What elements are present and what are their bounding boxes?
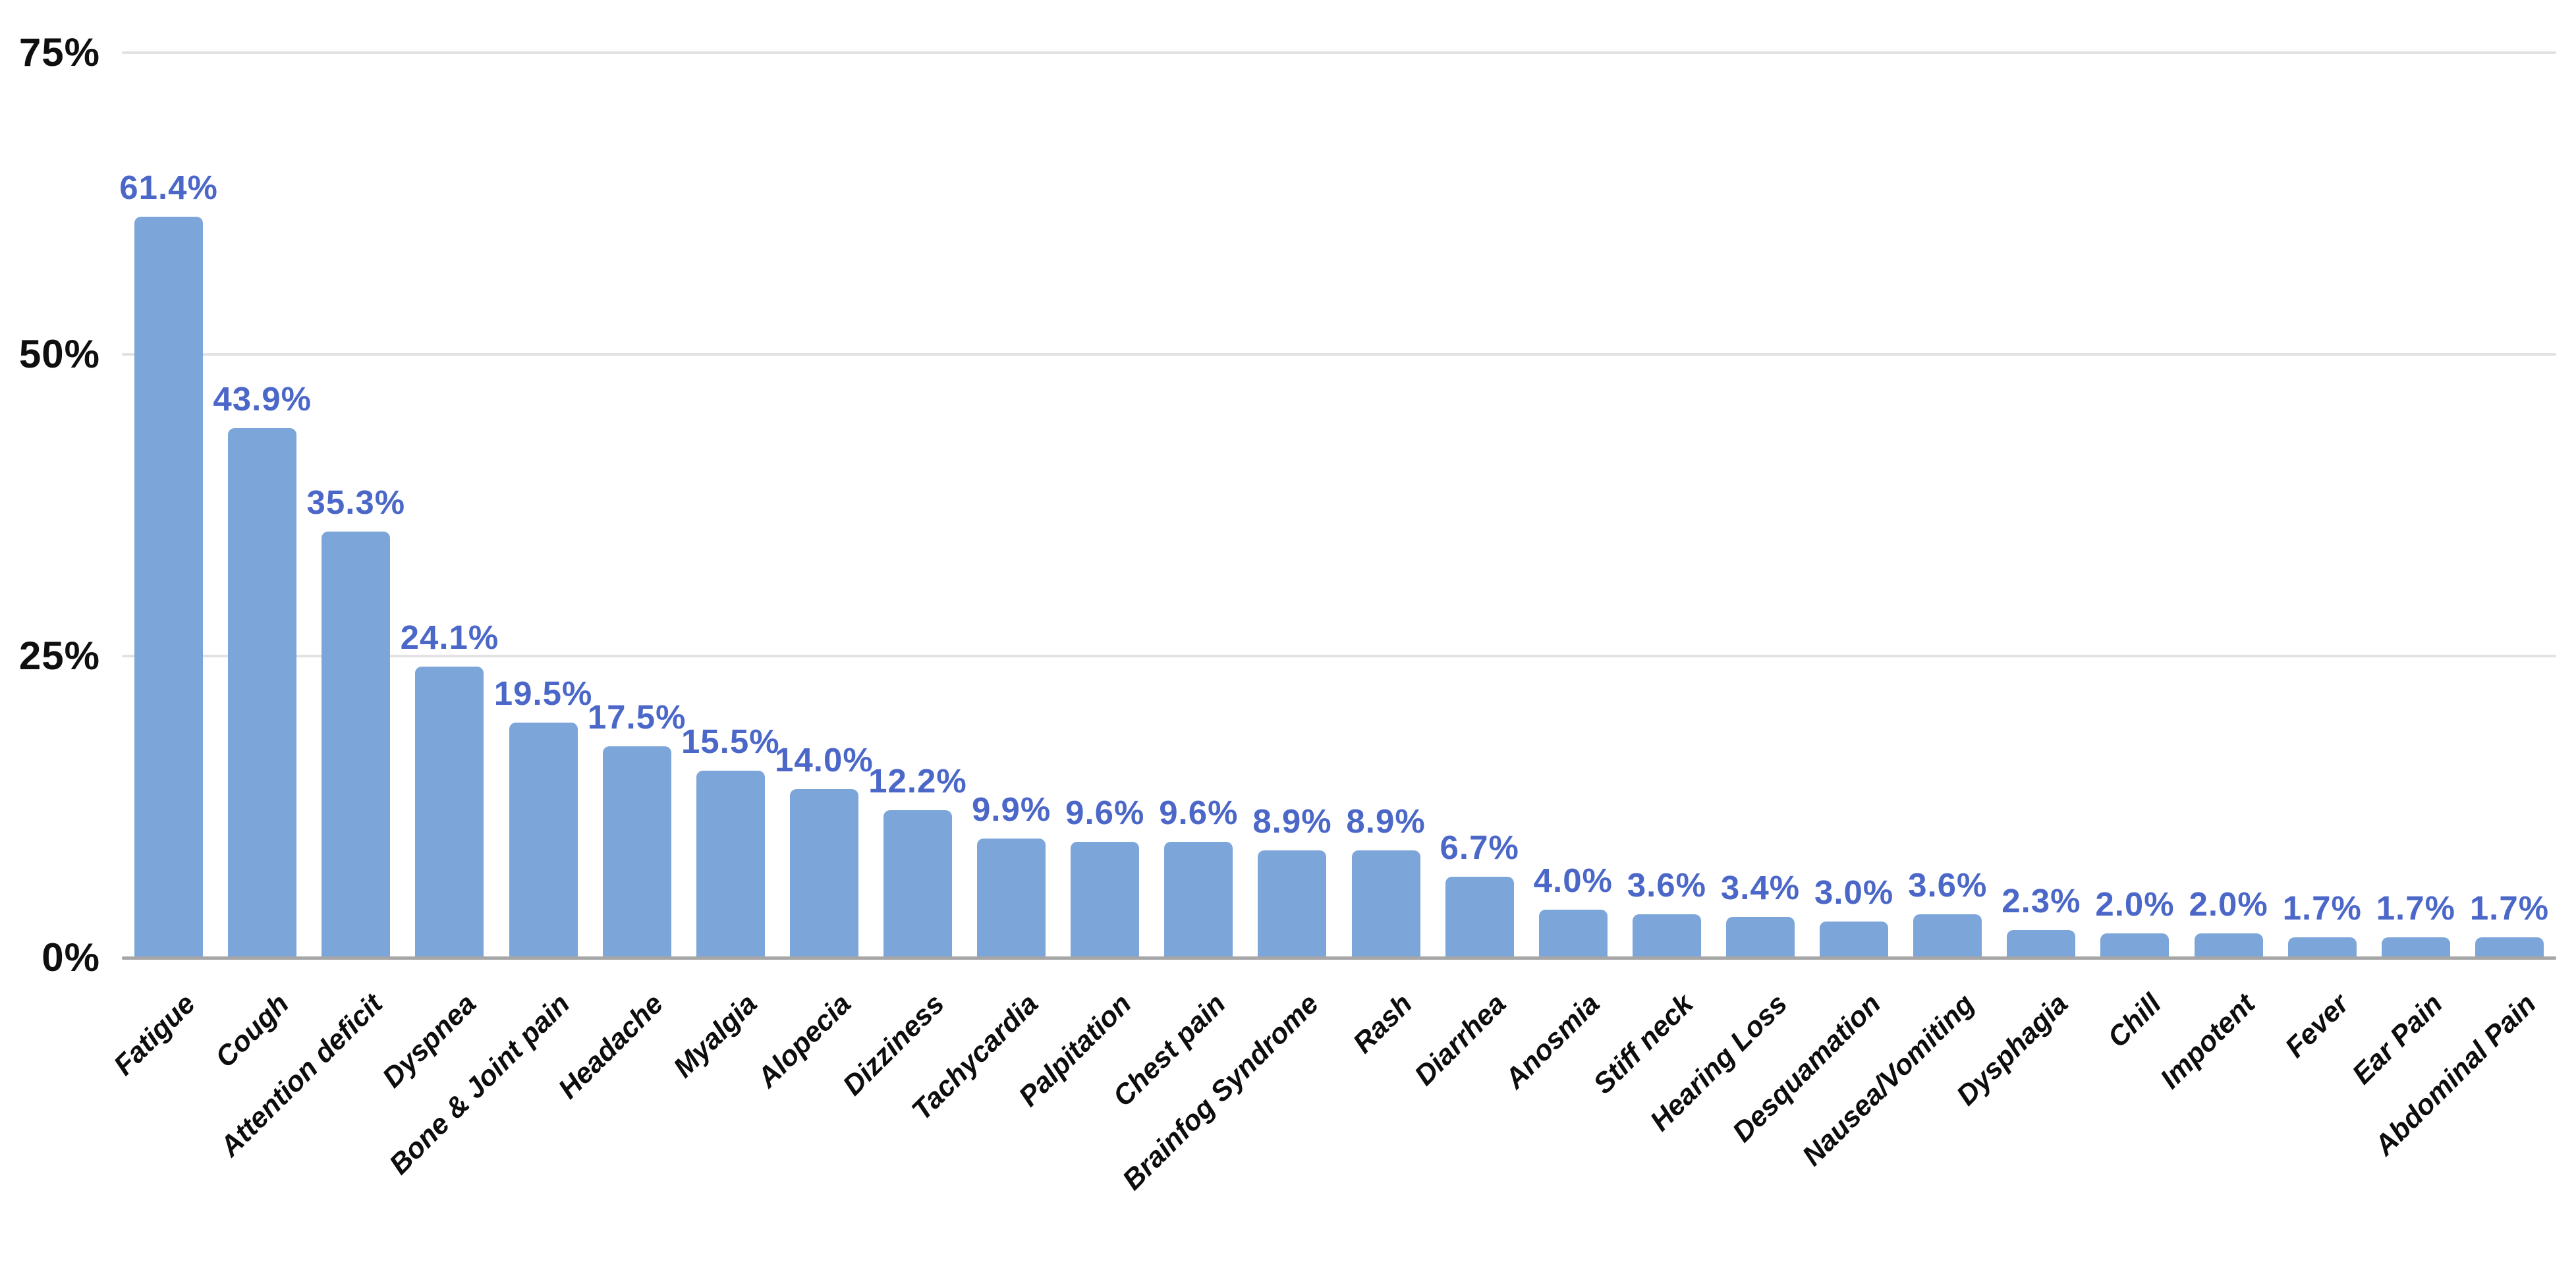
bar-value-label: 4.0% (1533, 861, 1613, 899)
category-label: Nausea/Vomiting (1796, 987, 1981, 1172)
bar-value-label: 24.1% (400, 619, 499, 657)
category-label: Cough (209, 987, 296, 1074)
bar (1632, 914, 1701, 958)
bar-value-label: 12.2% (868, 762, 967, 800)
category-label: Chill (2102, 987, 2168, 1054)
bar (2475, 937, 2544, 958)
bar (1351, 850, 1420, 958)
bar (1445, 877, 1514, 958)
bar-value-label: 61.4% (119, 169, 218, 207)
bar (415, 667, 484, 958)
bar-value-label: 3.6% (1627, 866, 1707, 904)
category-label: Rash (1347, 987, 1419, 1060)
bar-value-label: 8.9% (1252, 802, 1332, 840)
bar-value-label: 3.0% (1814, 873, 1894, 912)
bar (883, 810, 952, 958)
gridline (122, 655, 2556, 657)
bar (1726, 916, 1795, 958)
y-axis-tick-label: 25% (18, 634, 100, 678)
bar (2007, 929, 2076, 958)
bar (134, 217, 204, 958)
category-label: Abdominal Pain (2368, 987, 2542, 1162)
bar (1913, 914, 1982, 958)
bar (228, 427, 297, 958)
category-label: Fatigue (107, 987, 202, 1082)
bar (2287, 937, 2357, 958)
bar (2100, 933, 2170, 958)
y-axis-tick-label: 0% (42, 935, 100, 979)
bar (2194, 933, 2263, 958)
bar-value-label: 43.9% (213, 379, 312, 418)
bar-value-label: 9.6% (1159, 794, 1239, 832)
gridline (122, 51, 2556, 54)
bar (602, 746, 671, 958)
y-axis-tick-label: 50% (18, 332, 100, 376)
gridline (122, 353, 2556, 356)
bar (1820, 922, 1889, 958)
bar-value-label: 2.0% (2095, 885, 2175, 923)
y-axis-tick-label: 75% (18, 30, 100, 74)
bar (1071, 842, 1140, 958)
bar-value-label: 14.0% (775, 740, 874, 779)
bar (322, 532, 391, 958)
x-axis-baseline (122, 956, 2556, 960)
bar-value-label: 6.7% (1440, 829, 1519, 867)
category-label: Impotent (2154, 987, 2262, 1095)
bar-value-label: 8.9% (1346, 802, 1426, 840)
bar-value-label: 1.7% (2376, 889, 2455, 927)
category-label: Myalgia (667, 987, 764, 1084)
bar-value-label: 1.7% (2282, 889, 2362, 927)
bar (977, 838, 1046, 958)
bar (509, 722, 578, 958)
bar (2381, 937, 2450, 958)
bar-value-label: 1.7% (2469, 889, 2550, 927)
category-label: Attention deficit (213, 987, 389, 1163)
bar (696, 771, 765, 958)
bar (789, 788, 858, 958)
bar-value-label: 35.3% (306, 483, 406, 522)
bar-value-label: 3.4% (1720, 868, 1801, 906)
bar-value-label: 19.5% (493, 674, 593, 712)
bar-value-label: 9.6% (1065, 794, 1145, 832)
bar-value-label: 3.6% (1908, 866, 1988, 904)
bar-value-label: 2.3% (2002, 881, 2081, 920)
category-label: Diarrhea (1409, 987, 1513, 1092)
bar (1164, 842, 1233, 958)
bar-value-label: 9.9% (971, 790, 1051, 828)
category-label: Fever (2279, 987, 2355, 1064)
bar (1538, 909, 1608, 958)
bar-value-label: 17.5% (587, 698, 686, 736)
category-label: Bone & Joint pain (383, 987, 576, 1181)
bar-value-label: 2.0% (2189, 885, 2268, 923)
bar (1258, 850, 1327, 958)
bar-value-label: 15.5% (681, 723, 780, 761)
